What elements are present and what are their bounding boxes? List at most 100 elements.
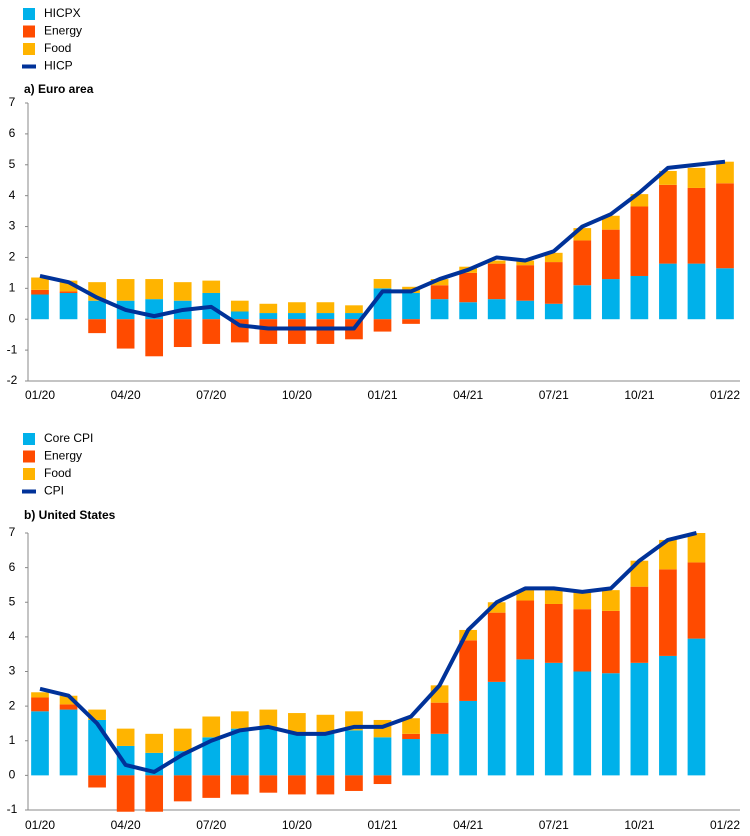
y-tick-label: 3 [9, 219, 16, 233]
bar [459, 272, 477, 303]
legend-label: Food [44, 466, 71, 480]
bar [601, 673, 620, 776]
bar [31, 692, 49, 698]
bar [544, 303, 563, 320]
bar [316, 313, 335, 320]
x-tick-label: 07/20 [196, 818, 226, 832]
bar [202, 319, 221, 344]
bar [716, 161, 734, 184]
bar [601, 590, 620, 611]
bar [116, 728, 135, 746]
bar [230, 311, 249, 320]
x-tick-label: 07/20 [196, 388, 226, 402]
x-tick-label: 01/22 [710, 388, 740, 402]
bar [601, 610, 620, 674]
bar [487, 602, 506, 613]
x-tick-label: 04/20 [111, 818, 141, 832]
bar [345, 305, 363, 314]
bar [516, 659, 535, 776]
bar [659, 184, 677, 264]
line [39, 531, 697, 774]
bar [259, 726, 278, 776]
bar [145, 775, 164, 812]
bar [430, 279, 449, 286]
legend-label: Food [44, 41, 71, 55]
bar [687, 562, 706, 639]
bar [230, 711, 249, 729]
bar [145, 279, 164, 300]
bar [116, 279, 135, 301]
bar [259, 319, 278, 344]
y-tick-label: 4 [9, 629, 16, 643]
y-tick-label: -2 [7, 373, 18, 387]
bar [516, 260, 535, 266]
y-tick-label: 2 [9, 698, 16, 712]
bar [173, 775, 192, 802]
bar [230, 300, 249, 312]
bar [88, 319, 106, 334]
x-tick-label: 04/21 [453, 818, 483, 832]
bar [316, 733, 335, 776]
x-tick-label: 10/20 [282, 818, 312, 832]
legend-label: HICPX [44, 6, 81, 20]
x-tick-label: 01/21 [367, 818, 397, 832]
x-tick-label: 04/20 [111, 388, 141, 402]
bar [202, 737, 221, 776]
bar [173, 319, 192, 348]
bar [288, 732, 306, 776]
bar [88, 300, 106, 320]
bar [316, 714, 335, 734]
bar [516, 590, 535, 601]
chart-title: a) Euro area [24, 82, 94, 96]
bar [544, 262, 563, 304]
bar [402, 718, 420, 734]
bar [459, 302, 477, 320]
bar [630, 662, 649, 776]
x-tick-label: 01/22 [710, 818, 740, 832]
bar [516, 265, 535, 301]
bar [516, 600, 535, 660]
y-tick-label: 5 [9, 594, 16, 608]
bar [487, 612, 506, 682]
bar [402, 739, 420, 776]
y-tick-label: 7 [9, 525, 16, 539]
bar [345, 730, 363, 776]
bar [259, 303, 278, 314]
bar [659, 263, 677, 320]
legend-label: Energy [44, 449, 82, 463]
x-tick-label: 01/21 [367, 388, 397, 402]
bar [687, 638, 706, 776]
bar [487, 299, 506, 320]
bar [230, 728, 249, 776]
bar [459, 700, 477, 776]
bar [259, 313, 278, 320]
bar [116, 775, 135, 812]
bar [31, 697, 49, 712]
bar [630, 275, 649, 320]
y-tick-label: 1 [9, 281, 16, 295]
bar [345, 775, 363, 791]
bar [173, 728, 192, 752]
bar [687, 187, 706, 264]
bar [402, 292, 420, 320]
bar [716, 268, 734, 320]
bar [31, 277, 49, 290]
bar [202, 280, 221, 293]
bar [288, 302, 306, 314]
bar [116, 745, 135, 776]
bar [430, 702, 449, 734]
legend-swatch [23, 43, 35, 55]
bar [487, 263, 506, 300]
bar [544, 588, 563, 604]
legend-swatch [23, 25, 35, 38]
bar [659, 569, 677, 656]
x-tick-label: 01/20 [25, 388, 55, 402]
x-tick-label: 04/21 [453, 388, 483, 402]
legend-swatch [23, 433, 35, 445]
x-tick-label: 10/20 [282, 388, 312, 402]
bar [31, 289, 49, 295]
bar [316, 302, 335, 314]
bar [316, 319, 335, 344]
y-tick-label: -1 [7, 802, 18, 816]
